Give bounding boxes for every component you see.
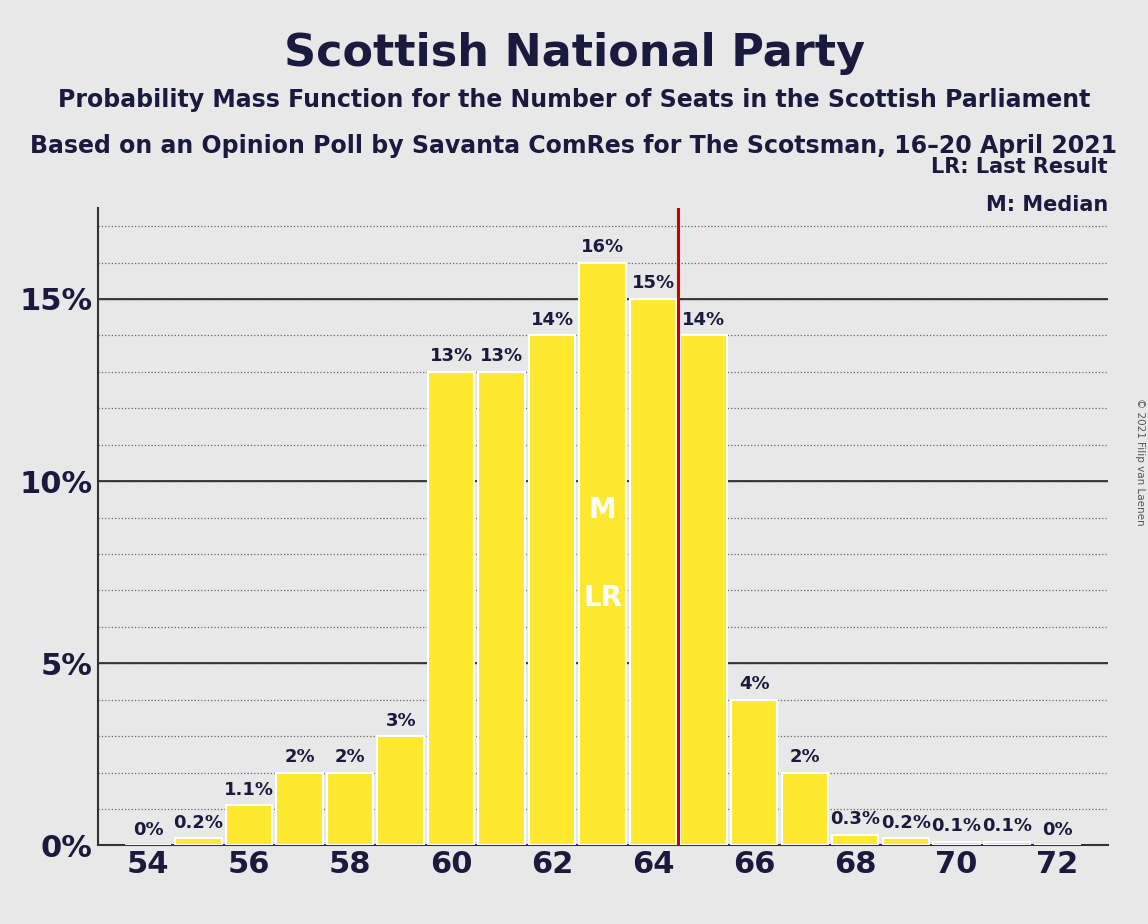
Bar [782, 772, 828, 845]
Text: 0.1%: 0.1% [982, 817, 1032, 835]
Text: 1.1%: 1.1% [224, 781, 274, 799]
Text: LR: LR [583, 584, 622, 612]
Bar [327, 772, 373, 845]
Text: 14%: 14% [530, 310, 574, 329]
Text: 2%: 2% [285, 748, 315, 766]
Text: 16%: 16% [581, 238, 625, 256]
Text: 0.2%: 0.2% [881, 814, 931, 832]
Text: LR: Last Result: LR: Last Result [931, 157, 1108, 176]
Bar [832, 834, 878, 845]
Bar [580, 262, 626, 845]
Text: 0%: 0% [1042, 821, 1072, 839]
Text: 14%: 14% [682, 310, 726, 329]
Bar [378, 736, 424, 845]
Text: 0%: 0% [133, 821, 163, 839]
Text: M: M [589, 496, 616, 524]
Bar [731, 699, 777, 845]
Bar [630, 299, 676, 845]
Text: 0.2%: 0.2% [173, 814, 224, 832]
Bar [428, 371, 474, 845]
Bar [226, 806, 272, 845]
Text: 2%: 2% [335, 748, 365, 766]
Text: 2%: 2% [790, 748, 820, 766]
Text: 0.1%: 0.1% [931, 817, 982, 835]
Bar [529, 335, 575, 845]
Bar [277, 772, 323, 845]
Text: M: Median: M: Median [986, 195, 1108, 215]
Bar [176, 838, 222, 845]
Text: Probability Mass Function for the Number of Seats in the Scottish Parliament: Probability Mass Function for the Number… [57, 88, 1091, 112]
Text: Scottish National Party: Scottish National Party [284, 32, 864, 76]
Text: 15%: 15% [631, 274, 675, 292]
Text: 3%: 3% [386, 711, 416, 730]
Text: 13%: 13% [429, 347, 473, 365]
Bar [984, 842, 1030, 845]
Bar [883, 838, 929, 845]
Bar [479, 371, 525, 845]
Text: 0.3%: 0.3% [830, 810, 881, 828]
Text: 13%: 13% [480, 347, 523, 365]
Bar [681, 335, 727, 845]
Bar [933, 842, 979, 845]
Text: 4%: 4% [739, 675, 769, 693]
Text: Based on an Opinion Poll by Savanta ComRes for The Scotsman, 16–20 April 2021: Based on an Opinion Poll by Savanta ComR… [31, 134, 1117, 158]
Text: © 2021 Filip van Laenen: © 2021 Filip van Laenen [1135, 398, 1145, 526]
